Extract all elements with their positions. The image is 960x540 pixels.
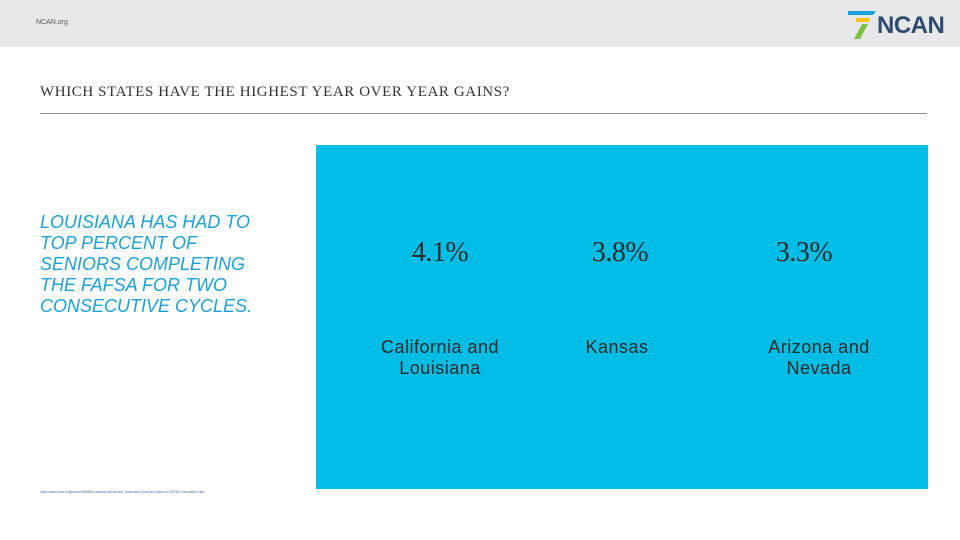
ncan-logo[interactable]: NCAN (848, 9, 945, 39)
ncan-stripes-icon (848, 11, 876, 39)
stat-value-3: 3.3% (775, 237, 833, 268)
source-link[interactable]: https://www.ncan.org/news/456689/Louisia… (40, 490, 205, 494)
header-bar: NCAN.org NCAN (0, 0, 960, 47)
stat-value-1: 4.1% (411, 237, 469, 268)
callout-text: LOUISIANA HAS HAD TO TOP PERCENT OF SENI… (40, 212, 253, 316)
stat-label-1: California and Louisiana (380, 337, 500, 378)
site-label: NCAN.org (36, 19, 68, 26)
title-divider (40, 113, 927, 114)
logo-text: NCAN (877, 12, 945, 39)
stat-value-2: 3.8% (591, 237, 649, 268)
stat-label-2: Kansas (585, 337, 649, 357)
slide-title: WHICH STATES HAVE THE HIGHEST YEAR OVER … (40, 84, 510, 100)
stat-label-3: Arizona and Nevada (768, 337, 870, 378)
stats-panel: 4.1% California and Louisiana 3.8% Kansa… (316, 145, 928, 489)
